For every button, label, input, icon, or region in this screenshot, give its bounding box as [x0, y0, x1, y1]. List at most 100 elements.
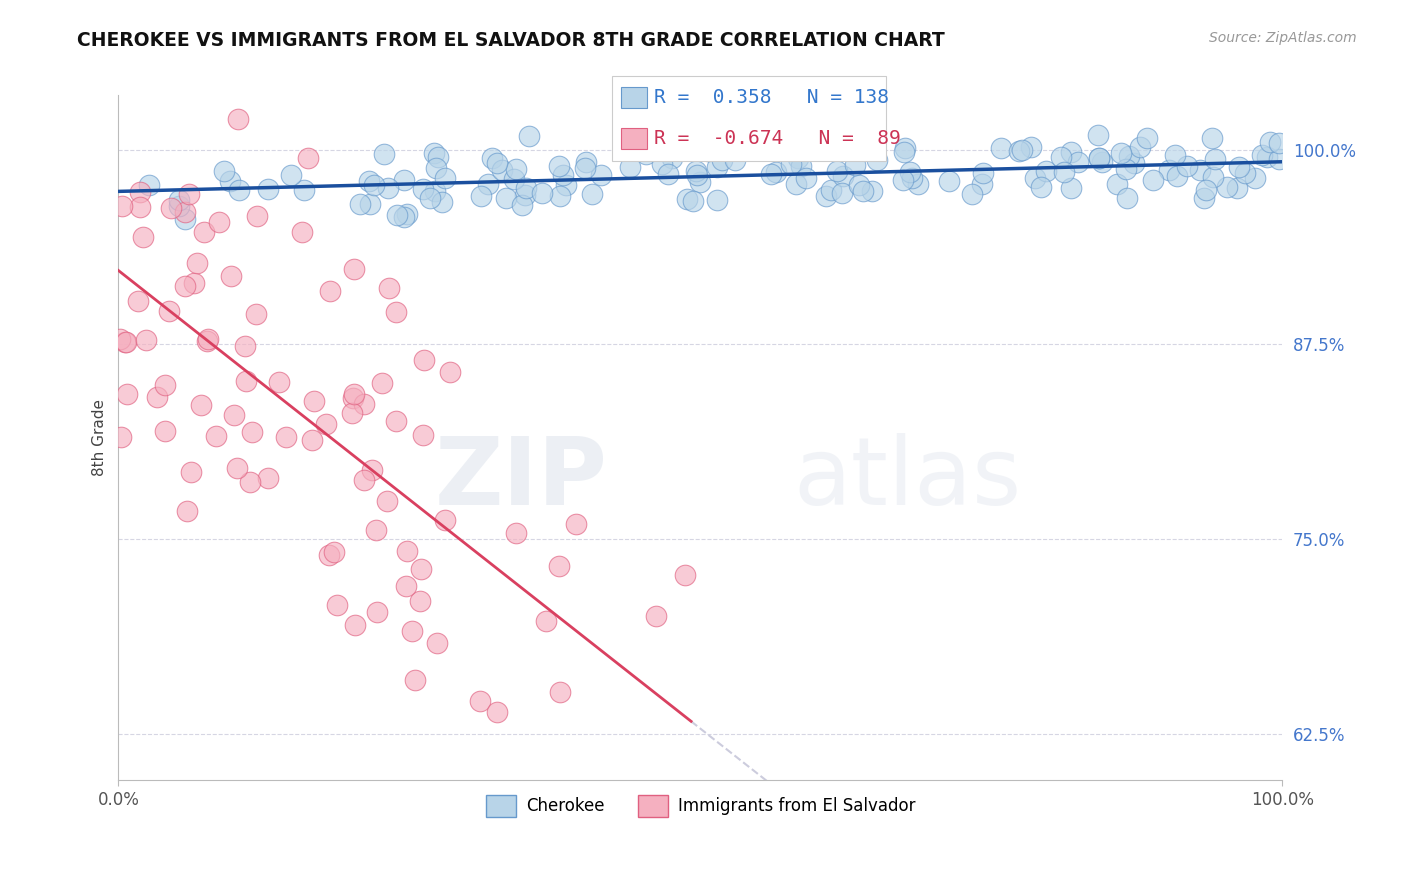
Point: [1060, 181, 1083, 195]
Point: [375, 493, 398, 508]
Point: [1031, 180, 1053, 194]
Point: [169, 199, 191, 213]
Point: [291, 225, 314, 239]
Point: [371, 376, 394, 390]
Point: [898, 165, 921, 179]
Point: [844, 158, 866, 172]
Point: [1060, 145, 1083, 160]
Point: [409, 594, 432, 608]
Point: [575, 155, 598, 169]
Point: [297, 151, 319, 165]
Point: [1192, 191, 1215, 205]
Point: [1136, 131, 1159, 145]
Point: [651, 157, 673, 171]
Point: [359, 197, 381, 211]
Point: [1227, 160, 1250, 174]
Point: [1204, 152, 1226, 166]
Point: [682, 194, 704, 208]
Point: [361, 463, 384, 477]
Point: [180, 465, 202, 479]
Point: [366, 605, 388, 619]
Point: [765, 164, 787, 178]
Point: [551, 168, 574, 182]
Point: [661, 151, 683, 165]
Point: [1202, 170, 1225, 185]
Point: [426, 636, 449, 650]
Point: [1111, 146, 1133, 161]
Point: [534, 614, 557, 628]
Point: [893, 145, 915, 159]
Point: [190, 398, 212, 412]
Point: [1250, 147, 1272, 161]
Point: [548, 684, 571, 698]
Point: [1234, 166, 1257, 180]
Point: [326, 598, 349, 612]
Point: [160, 201, 183, 215]
Point: [343, 386, 366, 401]
Point: [219, 268, 242, 283]
Point: [505, 161, 527, 176]
Point: [179, 186, 201, 201]
Point: [384, 305, 406, 319]
Point: [343, 262, 366, 277]
Point: [280, 169, 302, 183]
Point: [353, 473, 375, 487]
Point: [893, 141, 915, 155]
Point: [1050, 150, 1073, 164]
Point: [530, 186, 553, 200]
Point: [439, 366, 461, 380]
Point: [404, 673, 426, 687]
Point: [195, 334, 218, 349]
Point: [256, 471, 278, 485]
Point: [205, 429, 228, 443]
Point: [640, 797, 662, 811]
Point: [340, 406, 363, 420]
Point: [1053, 165, 1076, 179]
Point: [208, 215, 231, 229]
Point: [292, 183, 315, 197]
Point: [357, 174, 380, 188]
Point: [502, 172, 524, 186]
Point: [396, 206, 419, 220]
Point: [419, 190, 441, 204]
Point: [129, 200, 152, 214]
Point: [228, 183, 250, 197]
Point: [146, 390, 169, 404]
Point: [269, 375, 291, 389]
Point: [900, 170, 922, 185]
Point: [1195, 183, 1218, 197]
Point: [411, 562, 433, 576]
Point: [385, 414, 408, 428]
Point: [1258, 135, 1281, 149]
Point: [157, 304, 180, 318]
Text: ZIP: ZIP: [434, 433, 607, 524]
Point: [301, 433, 323, 447]
Point: [1216, 180, 1239, 194]
Point: [477, 177, 499, 191]
Point: [395, 543, 418, 558]
Point: [505, 526, 527, 541]
Point: [1201, 130, 1223, 145]
Point: [657, 167, 679, 181]
Point: [675, 567, 697, 582]
Point: [891, 173, 914, 187]
Point: [831, 186, 853, 200]
Point: [197, 332, 219, 346]
Point: [246, 209, 269, 223]
Point: [127, 293, 149, 308]
Point: [1188, 163, 1211, 178]
Point: [349, 197, 371, 211]
Point: [135, 333, 157, 347]
Point: [173, 212, 195, 227]
Point: [235, 374, 257, 388]
Point: [378, 280, 401, 294]
Point: [1123, 155, 1146, 169]
Point: [1035, 164, 1057, 178]
Point: [1256, 150, 1278, 164]
Point: [685, 163, 707, 178]
Point: [167, 193, 190, 207]
Point: [318, 284, 340, 298]
Point: [486, 155, 509, 169]
Text: R =  -0.674   N =  89: R = -0.674 N = 89: [654, 128, 900, 148]
Point: [302, 393, 325, 408]
